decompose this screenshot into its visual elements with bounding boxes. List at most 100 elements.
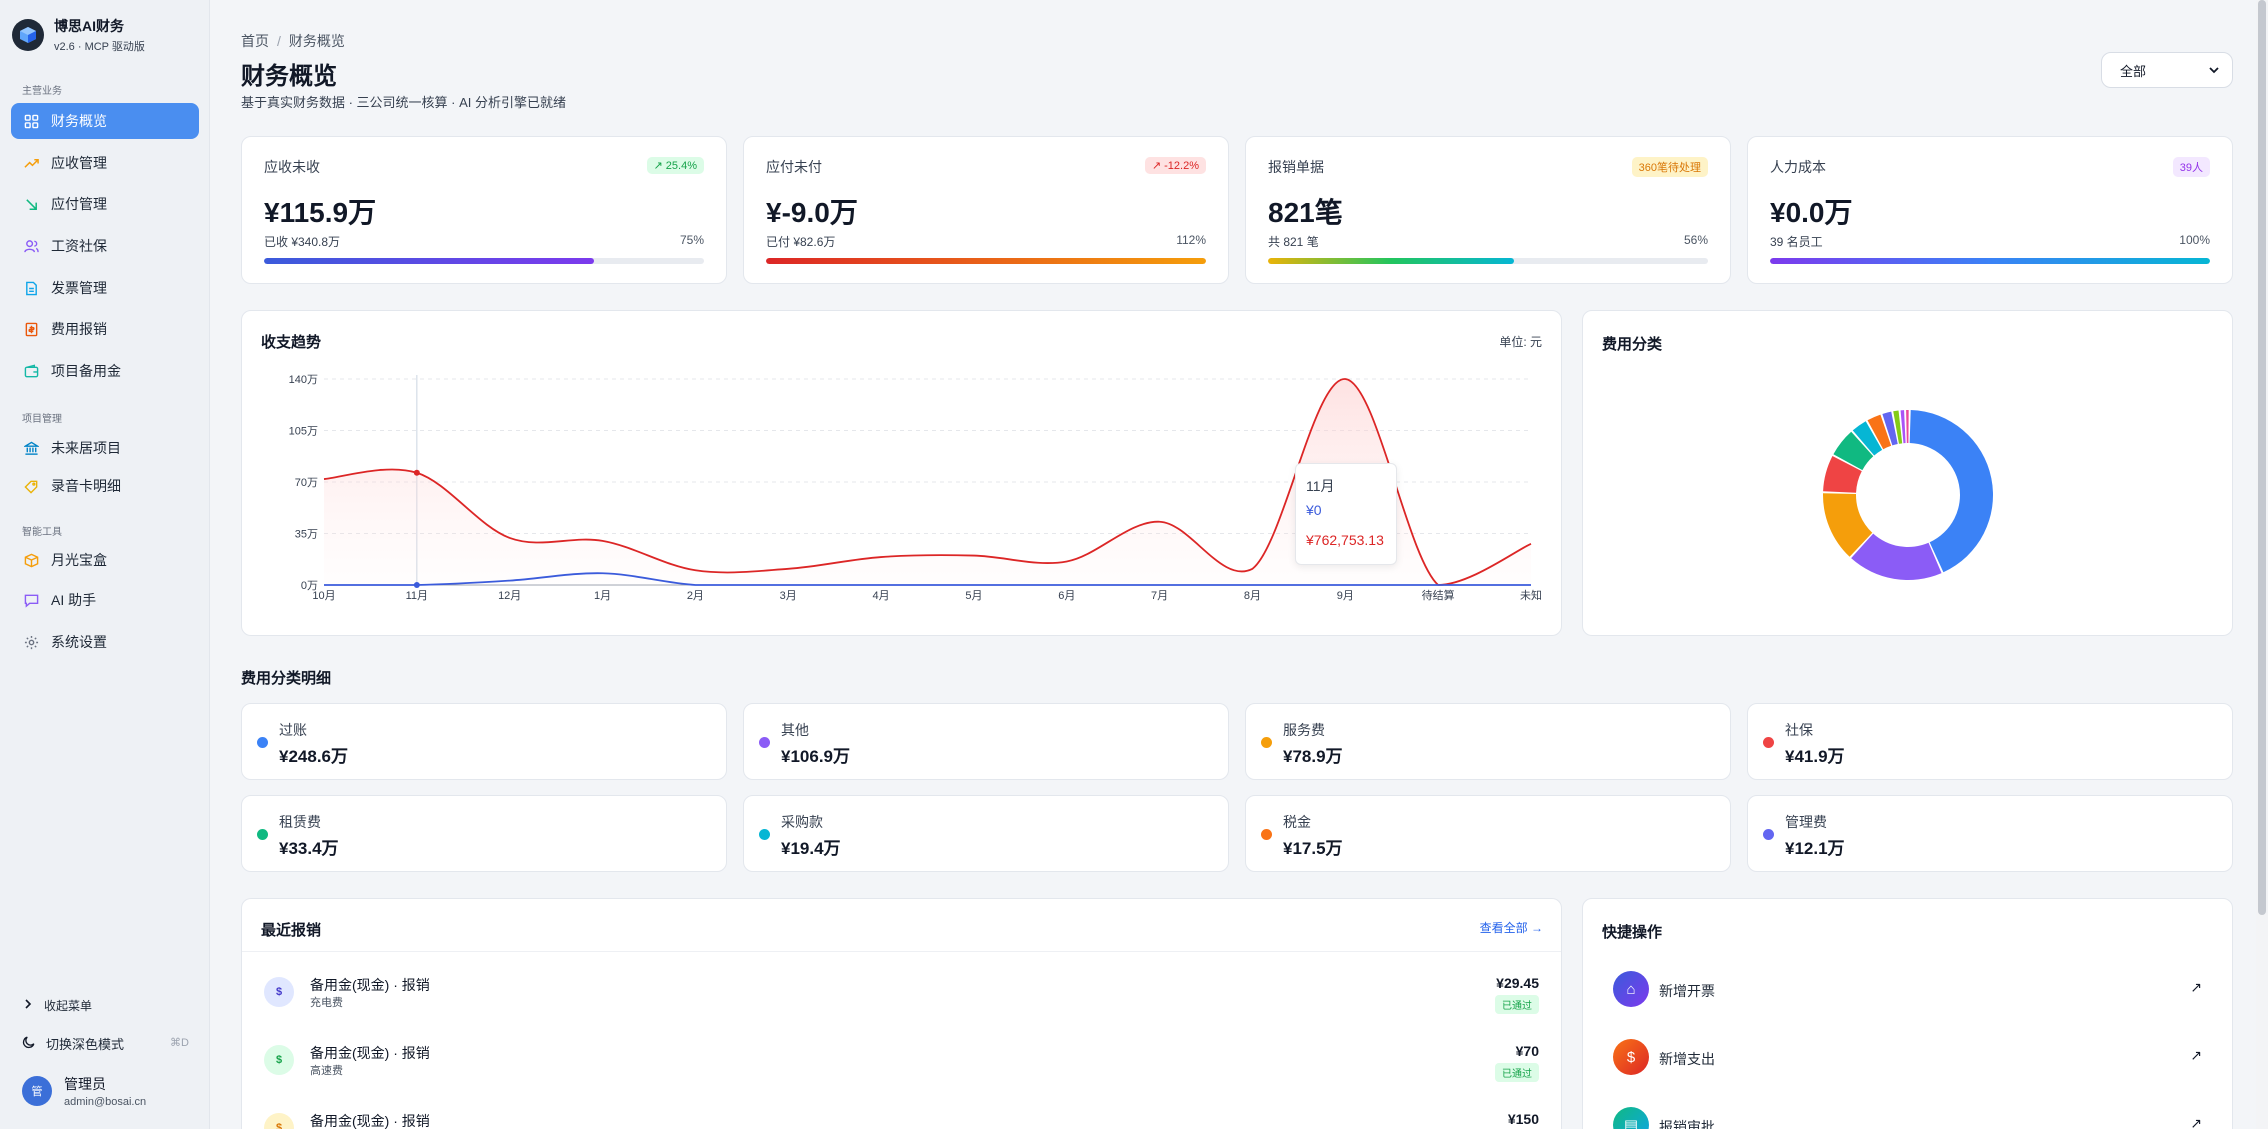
stat-card[interactable]: 应收未收 ↗ 25.4% ¥115.9万 已收 ¥340.8万 75% <box>241 136 727 284</box>
sidebar-item-future-project[interactable]: 未来居项目 <box>11 430 199 466</box>
reimbursement-amount: ¥70 <box>1515 1043 1539 1059</box>
x-tick-label: 1月 <box>594 590 611 602</box>
category-card[interactable]: 其他 ¥106.9万 <box>743 703 1229 780</box>
stat-badge: ↗ -12.2% <box>1144 157 1206 174</box>
reimbursement-row[interactable]: $ 备用金(现金) · 报销 ¥150 <box>262 1105 1539 1129</box>
dark-mode-toggle[interactable]: 切换深色模式 <box>22 1034 124 1053</box>
donut-slice <box>1823 493 1873 557</box>
expense-donut-chart[interactable] <box>1583 311 2234 637</box>
reimbursement-desc: 充电费 <box>310 997 343 1009</box>
scrollbar-thumb[interactable] <box>2258 0 2266 915</box>
quick-action-bank[interactable]: ⌂ 新增开票 ↗ <box>1613 971 2202 1011</box>
x-tick-label: 待结算 <box>1422 588 1455 602</box>
sidebar-item-project-fund[interactable]: 项目备用金 <box>11 353 199 389</box>
sidebar-item-overview[interactable]: 财务概览 <box>11 103 199 139</box>
dark-mode-label: 切换深色模式 <box>46 1037 125 1052</box>
company-filter-select[interactable]: 全部 <box>2101 52 2233 88</box>
collapse-menu-label: 收起菜单 <box>44 999 93 1013</box>
stat-card[interactable]: 应付未付 ↗ -12.2% ¥-9.0万 已付 ¥82.6万 112% <box>743 136 1229 284</box>
donut-slice <box>1852 421 1883 456</box>
users-icon <box>23 238 39 254</box>
quick-action-dollar[interactable]: $ 新增支出 ↗ <box>1613 1039 2202 1079</box>
sidebar-item-label: 录音卡明细 <box>51 478 121 494</box>
category-card[interactable]: 租赁费 ¥33.4万 <box>241 795 727 872</box>
stat-label: 应收未收 <box>264 159 320 175</box>
page-title: 财务概览 <box>241 63 337 90</box>
trend-chart-title: 收支趋势 <box>261 334 322 351</box>
category-card[interactable]: 服务费 ¥78.9万 <box>1245 703 1731 780</box>
x-tick-label: 6月 <box>1058 590 1075 602</box>
category-dot <box>257 737 268 748</box>
income-line <box>323 572 1531 586</box>
arrow-up-right-icon: ↗ <box>2190 1047 2202 1063</box>
expense-point <box>413 469 420 476</box>
sidebar: 博思AI财务 v2.6 · MCP 驱动版 主营业务 财务概览 应收管理 应付管… <box>0 0 210 1129</box>
receipt-icon: $ <box>264 1113 294 1129</box>
collapse-menu-button[interactable]: 收起菜单 <box>22 997 92 1014</box>
stat-value: 821笔 <box>1268 197 1343 228</box>
reimbursement-row[interactable]: $ 备用金(现金) · 报销 充电费 ¥29.45 已通过 <box>262 969 1539 1029</box>
sidebar-item-label: 系统设置 <box>51 634 107 650</box>
income-point <box>413 582 420 588</box>
sidebar-item-label: 工资社保 <box>51 238 107 254</box>
reimbursement-row[interactable]: $ 备用金(现金) · 报销 高速费 ¥70 已通过 <box>262 1037 1539 1097</box>
view-all-link[interactable]: 查看全部 → <box>1479 921 1543 935</box>
category-value: ¥248.6万 <box>279 747 348 766</box>
user-profile[interactable]: 管 管理员 admin@bosai.cn <box>22 1074 146 1108</box>
tag-icon <box>23 478 39 494</box>
sidebar-item-label: AI 助手 <box>51 592 97 608</box>
reimbursement-title: 备用金(现金) · 报销 <box>310 1045 430 1061</box>
category-name: 租赁费 <box>279 814 321 830</box>
expense-area <box>324 378 1531 585</box>
stat-sub: 39 名员工 <box>1770 235 1823 249</box>
chevron-down-icon <box>2208 64 2220 79</box>
stat-label: 报销单据 <box>1268 159 1324 175</box>
chat-icon <box>23 592 39 608</box>
progress-bar <box>766 258 1206 264</box>
category-value: ¥41.9万 <box>1785 747 1845 766</box>
sidebar-item-label: 发票管理 <box>51 280 107 296</box>
category-card[interactable]: 社保 ¥41.9万 <box>1747 703 2233 780</box>
quick-action-document[interactable]: ▤ 报销审批 ↗ <box>1613 1107 2202 1129</box>
sidebar-item-label: 应收管理 <box>51 155 107 171</box>
stat-value: ¥115.9万 <box>264 197 377 228</box>
sidebar-item-payables[interactable]: 应付管理 <box>11 186 199 222</box>
dollar-icon: $ <box>1613 1039 1649 1075</box>
x-tick-label: 10月 <box>312 590 335 602</box>
category-card[interactable]: 管理费 ¥12.1万 <box>1747 795 2233 872</box>
breadcrumb-home[interactable]: 首页 <box>241 33 269 49</box>
stat-card[interactable]: 人力成本 39人 ¥0.0万 39 名员工 100% <box>1747 136 2233 284</box>
sidebar-item-receivables[interactable]: 应收管理 <box>11 145 199 181</box>
progress-fill <box>264 258 594 264</box>
stat-card[interactable]: 报销单据 360笔待处理 821笔 共 821 笔 56% <box>1245 136 1731 284</box>
sidebar-item-expenses[interactable]: 费用报销 <box>11 311 199 347</box>
sidebar-item-ai-assistant[interactable]: AI 助手 <box>11 582 199 618</box>
category-card[interactable]: 采购款 ¥19.4万 <box>743 795 1229 872</box>
sidebar-item-settings[interactable]: 系统设置 <box>11 624 199 660</box>
sidebar-item-label: 应付管理 <box>51 196 107 212</box>
x-tick-label: 7月 <box>1151 590 1168 602</box>
stat-sub: 已付 ¥82.6万 <box>766 235 836 249</box>
x-tick-label: 3月 <box>780 590 797 602</box>
category-card[interactable]: 过账 ¥248.6万 <box>241 703 727 780</box>
brand-logo-icon <box>12 19 44 51</box>
brand[interactable]: 博思AI财务 v2.6 · MCP 驱动版 <box>12 16 145 54</box>
sidebar-item-moonlight-box[interactable]: 月光宝盒 <box>11 542 199 578</box>
chart-tooltip: 11月 ¥0 ¥762,753.13 <box>1295 463 1397 565</box>
recent-reimbursements-card: 最近报销 查看全部 → $ 备用金(现金) · 报销 充电费 ¥29.45 已通… <box>241 898 1562 1129</box>
donut-slice <box>1867 414 1892 450</box>
page-scrollbar[interactable] <box>2256 0 2268 1129</box>
category-name: 管理费 <box>1785 814 1827 830</box>
x-tick-label: 未知 <box>1520 588 1542 602</box>
y-tick-label: 105万 <box>289 426 318 438</box>
sidebar-item-recording-card[interactable]: 录音卡明细 <box>11 468 199 504</box>
category-value: ¥12.1万 <box>1785 839 1845 858</box>
stat-percent: 100% <box>2179 233 2210 247</box>
category-card[interactable]: 税金 ¥17.5万 <box>1245 795 1731 872</box>
sidebar-item-payroll[interactable]: 工资社保 <box>11 228 199 264</box>
y-tick-label: 35万 <box>295 529 318 541</box>
document-icon <box>23 280 39 296</box>
sidebar-item-label: 财务概览 <box>51 113 107 129</box>
trend-chart[interactable]: 0万 35万 70万 105万 140万 10月 11月 12月 1月 2月 3月 4月 5月 6月 7月 8… <box>242 311 1563 637</box>
sidebar-item-invoices[interactable]: 发票管理 <box>11 270 199 306</box>
